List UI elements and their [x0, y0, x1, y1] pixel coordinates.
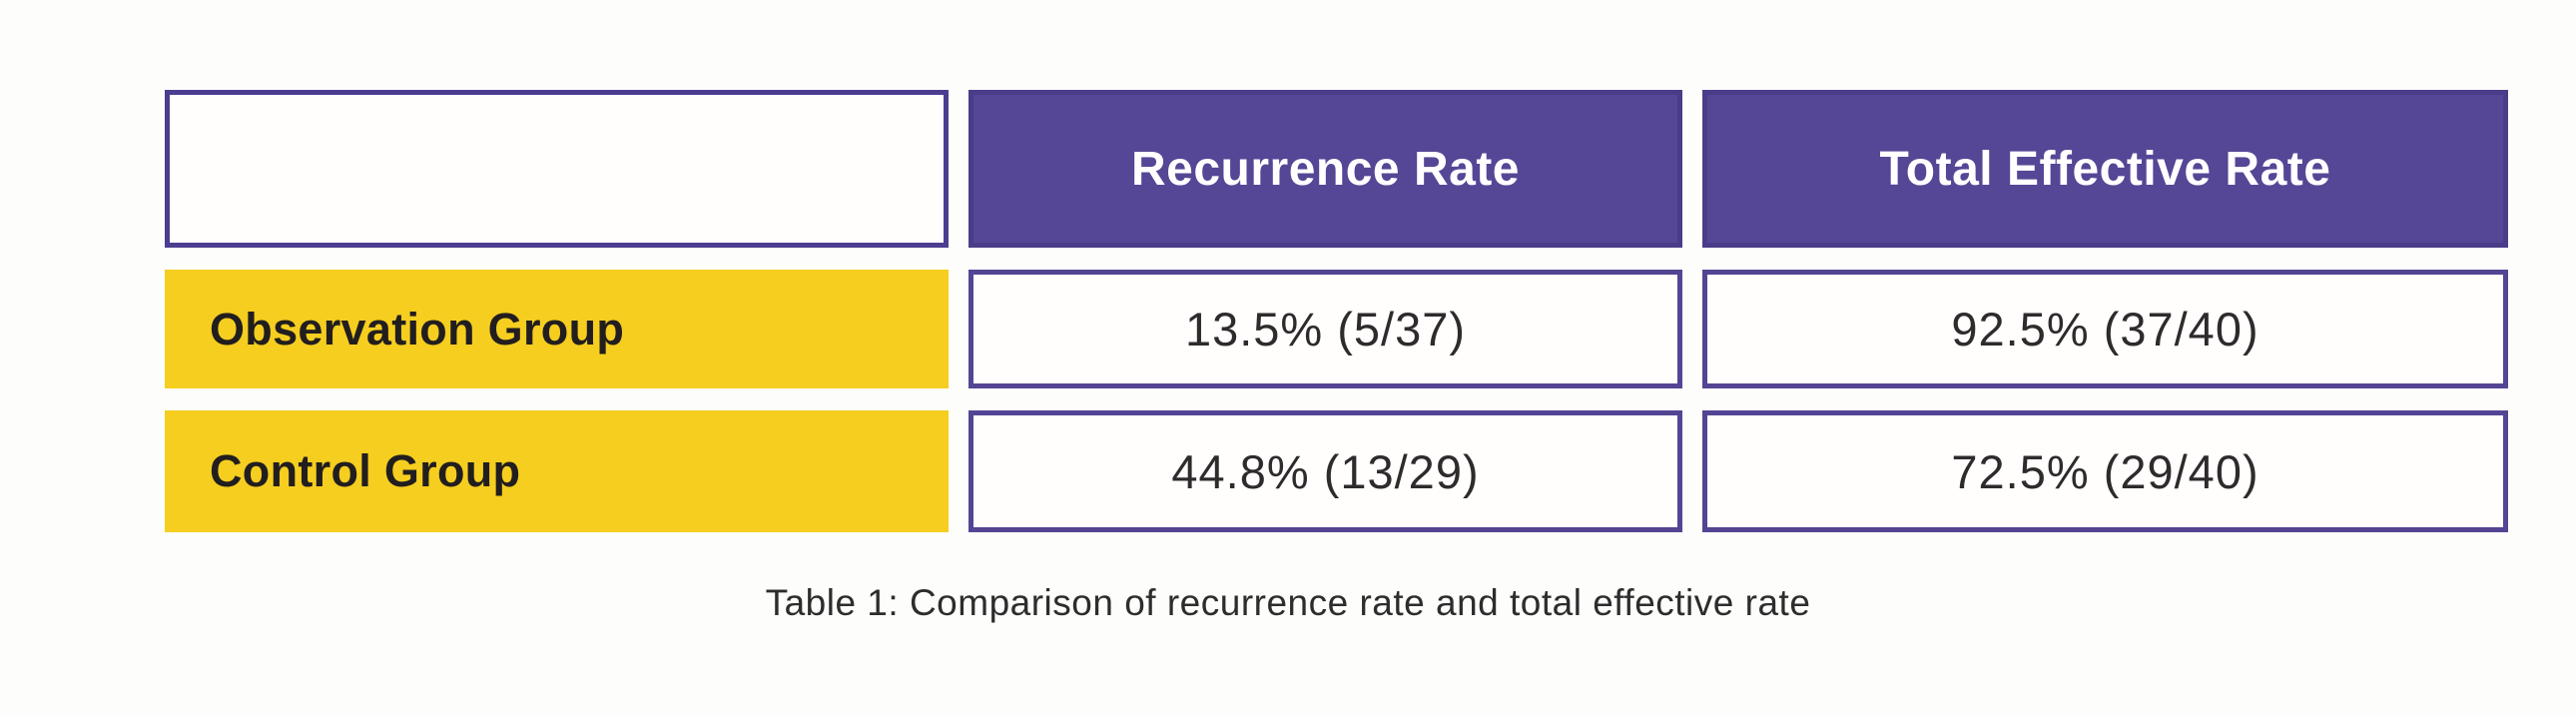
comparison-table: Recurrence Rate Total Effective Rate Obs… — [165, 90, 2508, 532]
cell-control-recurrence-rate: 44.8% (13/29) — [968, 410, 1682, 532]
cell-observation-recurrence-rate: 13.5% (5/37) — [968, 270, 1682, 388]
column-header-recurrence-rate: Recurrence Rate — [968, 90, 1682, 248]
row-header-control-group: Control Group — [165, 410, 949, 532]
row-header-observation-group: Observation Group — [165, 270, 949, 388]
column-header-total-effective-rate: Total Effective Rate — [1702, 90, 2508, 248]
table-caption: Table 1: Comparison of recurrence rate a… — [765, 582, 1811, 623]
table-corner-cell — [165, 90, 949, 248]
cell-observation-total-effective-rate: 92.5% (37/40) — [1702, 270, 2508, 388]
cell-control-total-effective-rate: 72.5% (29/40) — [1702, 410, 2508, 532]
